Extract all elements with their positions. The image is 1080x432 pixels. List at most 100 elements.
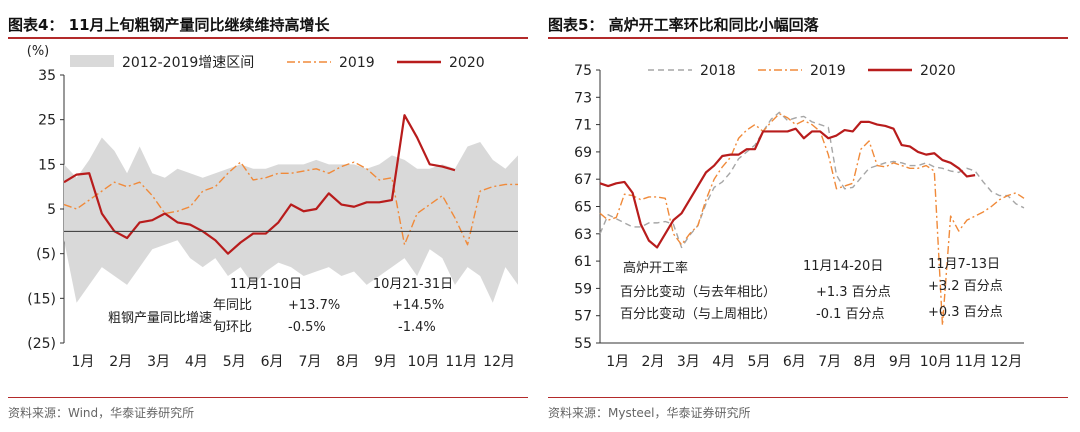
- annot-col1-header: 11月1-10日: [230, 277, 302, 292]
- x-tick-label: 5月: [748, 354, 771, 370]
- x-tick-label: 4月: [185, 354, 208, 370]
- x-tick-label: 12月: [483, 354, 515, 370]
- legend: 2012-2019增速区间 2019 2020: [70, 55, 485, 71]
- chart-title: 图表5： 高炉开工率环比和同比小幅回落: [548, 16, 819, 34]
- annot-mom-label: 旬环比: [213, 320, 252, 335]
- x-tick-label: 2月: [109, 354, 132, 370]
- legend-item: 2019: [287, 55, 375, 71]
- x-tick-label: 10月: [920, 354, 952, 370]
- annot-yoy-v2: +14.5%: [392, 298, 444, 313]
- y-tick-label: (15): [27, 291, 56, 307]
- annot-main-label: 高炉开工率: [623, 260, 688, 276]
- legend-item: 2020: [868, 63, 956, 79]
- legend-swatch: [70, 55, 114, 67]
- annot-yoy-v1: +13.7%: [288, 298, 340, 313]
- y-tick-label: 69: [574, 145, 592, 161]
- chart-title: 图表4： 11月上旬粗钢产量同比继续维持高增长: [8, 16, 330, 34]
- plot-area: [599, 111, 1025, 326]
- x-tick-label: 4月: [712, 354, 735, 370]
- y-tick-label: (25): [27, 336, 56, 352]
- x-tick-label: 9月: [374, 354, 397, 370]
- legend-label: 2019: [810, 63, 846, 79]
- source-divider: [8, 397, 528, 398]
- legend-item: 2012-2019增速区间: [70, 55, 254, 71]
- annot-mom-v2: -1.4%: [398, 320, 436, 335]
- x-tick-label: 1月: [71, 354, 94, 370]
- y-tick-label: 67: [574, 172, 592, 188]
- y-tick-label: 59: [574, 281, 592, 297]
- x-tick-label: 3月: [677, 354, 700, 370]
- x-tick-label: 10月: [408, 354, 440, 370]
- x-tick-label: 9月: [889, 354, 912, 370]
- chart-panel-steel: 图表4： 11月上旬粗钢产量同比继续维持高增长 (%) 35 25 15 5 (5) (1…: [8, 0, 528, 432]
- blast-furnace-rate-chart: 75 73 71 69 67 65 63 61 59 57 55 1月 2月 3月 4月 5月 6月 7月 8月 9…: [574, 63, 1025, 370]
- steel-yoy-chart: (%) 35 25 15 5 (5) (15) (25) 1月 2月 3月 4月 5月 6月 7月 8月 9…: [27, 44, 518, 370]
- source-divider: [548, 397, 1068, 398]
- annot-col1-header: 11月14-20日: [803, 259, 883, 274]
- x-tick-label: 7月: [818, 354, 841, 370]
- source-note: 资料来源：Wind，华泰证券研究所: [8, 406, 195, 420]
- annotation-table: 高炉开工率 11月14-20日 11月7-13日 百分比变动（与去年相比） 百分…: [620, 257, 1003, 322]
- annot-col2-header: 10月21-31日: [373, 277, 453, 292]
- annot-row2-v2: +0.3 百分点: [928, 305, 1003, 320]
- y-tick-label: 75: [574, 63, 592, 79]
- title-divider: [8, 37, 528, 39]
- series-line-2020: [599, 120, 976, 249]
- legend-item: 2019: [758, 63, 846, 79]
- y-tick-label: 73: [574, 90, 592, 106]
- legend-label: 2018: [700, 63, 736, 79]
- series-line-2019: [63, 161, 518, 246]
- x-tick-label: 1月: [606, 354, 629, 370]
- series-line-2018: [599, 111, 1025, 249]
- y-tick-label: 57: [574, 309, 592, 325]
- y-tick-label: 63: [574, 227, 592, 243]
- annot-row-label: 粗钢产量同比增速: [108, 311, 212, 326]
- series-line-2019: [599, 112, 1025, 326]
- y-tick-label: 61: [574, 254, 592, 270]
- title-divider: [548, 37, 1068, 39]
- x-tick-label: 7月: [298, 354, 321, 370]
- annotation-table: 11月1-10日 10月21-31日 粗钢产量同比增速 年同比 旬环比 +13.…: [108, 277, 453, 335]
- plot-area: [63, 114, 518, 303]
- annot-mom-v1: -0.5%: [288, 320, 326, 335]
- annot-row1-label: 百分比变动（与去年相比）: [620, 284, 776, 300]
- source-note: 资料来源：Mysteel，华泰证券研究所: [548, 406, 751, 420]
- annot-row1-v2: +3.2 百分点: [928, 279, 1003, 294]
- annot-col2-header: 11月7-13日: [928, 257, 1000, 272]
- annot-row1-v1: +1.3 百分点: [816, 285, 891, 300]
- x-tick-label: 6月: [783, 354, 806, 370]
- x-tick-label: 8月: [336, 354, 359, 370]
- x-tick-label: 3月: [147, 354, 170, 370]
- legend-item: 2020: [397, 55, 485, 71]
- y-tick-label: 71: [574, 118, 592, 134]
- series-line-2020: [63, 114, 456, 255]
- y-unit-label: (%): [27, 44, 50, 59]
- x-tick-label: 6月: [261, 354, 284, 370]
- legend-label: 2012-2019增速区间: [122, 55, 254, 71]
- x-axis: 1月 2月 3月 4月 5月 6月 7月 8月 9月 10月 11月 12月: [64, 230, 518, 370]
- y-tick-label: 35: [38, 68, 56, 84]
- x-tick-label: 12月: [990, 354, 1022, 370]
- legend-label: 2020: [449, 55, 485, 71]
- chart-panel-blast-furnace: 图表5： 高炉开工率环比和同比小幅回落 75 73 71 69 67 65 63 61 59 57…: [548, 0, 1068, 432]
- y-axis: 75 73 71 69 67 65 63 61 59 57 55: [574, 63, 601, 352]
- annot-row2-label: 百分比变动（与上周相比）: [620, 306, 776, 322]
- legend-label: 2020: [920, 63, 956, 79]
- legend-label: 2019: [339, 55, 375, 71]
- legend: 2018 2019 2020: [648, 63, 956, 79]
- annot-row2-v1: -0.1 百分点: [816, 307, 885, 322]
- y-tick-label: 55: [574, 336, 592, 352]
- y-tick-label: 15: [38, 157, 56, 173]
- x-tick-label: 5月: [223, 354, 246, 370]
- y-tick-label: 25: [38, 113, 56, 129]
- legend-item: 2018: [648, 63, 736, 79]
- range-band: [64, 137, 518, 303]
- annot-yoy-label: 年同比: [213, 298, 252, 313]
- x-tick-label: 11月: [445, 354, 477, 370]
- x-tick-label: 2月: [642, 354, 665, 370]
- x-axis: 1月 2月 3月 4月 5月 6月 7月 8月 9月 10月 11月 12月: [600, 342, 1024, 370]
- y-tick-label: 5: [47, 202, 56, 218]
- x-tick-label: 8月: [854, 354, 877, 370]
- x-tick-label: 11月: [955, 354, 987, 370]
- y-axis: 35 25 15 5 (5) (15) (25): [27, 68, 65, 352]
